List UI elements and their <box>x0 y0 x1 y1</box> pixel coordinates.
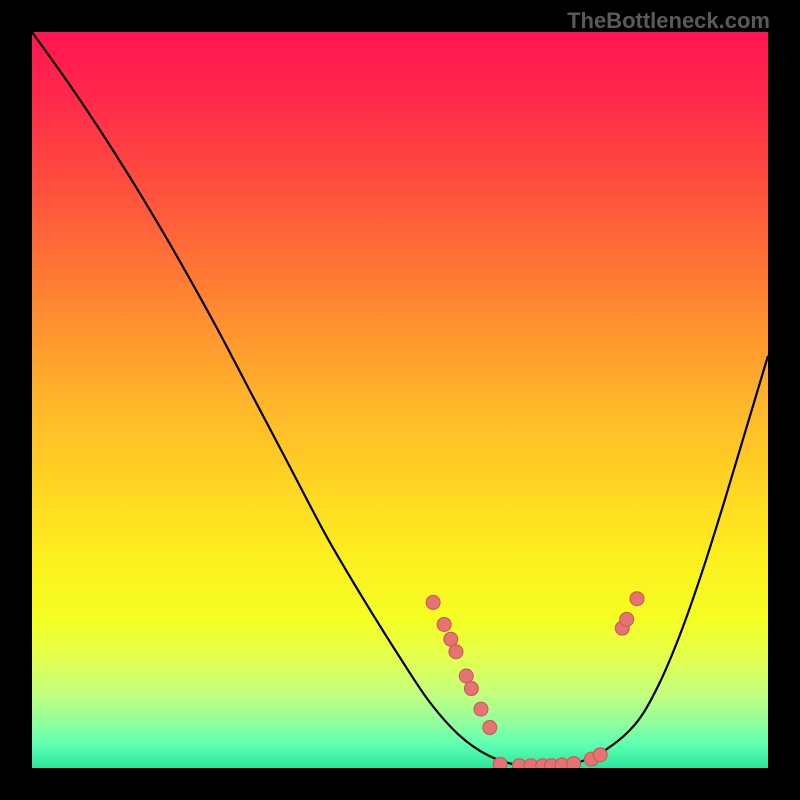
data-marker <box>474 702 488 716</box>
watermark-text: TheBottleneck.com <box>567 8 770 34</box>
data-marker <box>493 757 507 768</box>
data-marker <box>620 612 634 626</box>
data-marker <box>437 617 451 631</box>
plot-area <box>32 32 768 768</box>
data-marker <box>630 592 644 606</box>
data-marker <box>567 757 581 768</box>
data-marker <box>426 595 440 609</box>
data-marker <box>444 632 458 646</box>
chart-svg-overlay <box>32 32 768 768</box>
data-marker <box>464 682 478 696</box>
performance-curve <box>32 32 768 766</box>
data-marker <box>459 669 473 683</box>
data-marker <box>593 748 607 762</box>
chart-container: TheBottleneck.com <box>0 0 800 800</box>
data-marker <box>483 721 497 735</box>
data-marker <box>449 645 463 659</box>
data-markers-group <box>426 592 644 768</box>
